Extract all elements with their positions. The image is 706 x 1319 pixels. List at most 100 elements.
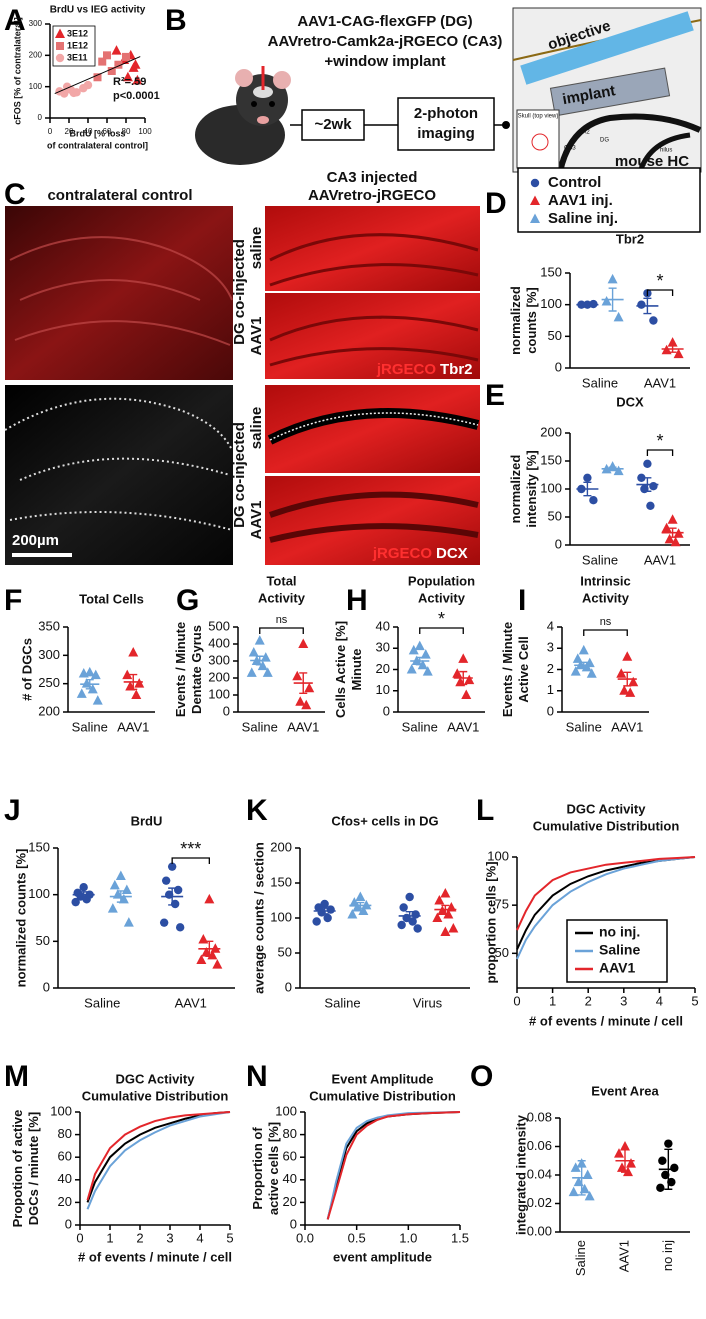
y-tick-label: 100 <box>540 480 562 495</box>
series-line <box>516 856 696 960</box>
point <box>312 917 321 926</box>
error-bar <box>116 890 125 903</box>
y-tick-label: 60 <box>283 1149 297 1164</box>
point <box>292 670 303 681</box>
error-bar <box>85 679 94 690</box>
y-tick-label: 0 <box>555 359 562 374</box>
y-tick-label: 0.08 <box>527 1109 552 1124</box>
point <box>667 337 678 347</box>
chart-title: DCX <box>616 394 644 409</box>
virus-line: AAVretro-Camk2a-jRGECO (CA3) <box>268 33 503 50</box>
y-label: cFOS [% of contralateral] <box>12 17 22 125</box>
point <box>458 653 469 663</box>
point <box>414 640 425 651</box>
error-bar <box>668 345 677 353</box>
point <box>121 884 132 894</box>
axis-label: integrated intensity <box>513 1114 528 1235</box>
point <box>570 1162 581 1172</box>
point <box>56 42 64 50</box>
point <box>98 57 107 66</box>
point <box>586 668 597 678</box>
point <box>623 1166 633 1177</box>
point <box>397 920 406 930</box>
y-tick-label: 150 <box>270 874 292 889</box>
point <box>649 316 658 325</box>
point <box>134 678 145 688</box>
point <box>130 59 141 69</box>
point <box>619 685 630 695</box>
image <box>5 385 233 565</box>
significance-label: ns <box>600 616 612 628</box>
axis-label: DGCs / minute [%] <box>26 1112 41 1225</box>
mouse-eye <box>251 101 257 107</box>
x-tick-label: Saline <box>582 552 618 567</box>
stain-label: DCX <box>436 545 468 562</box>
point <box>295 696 306 706</box>
y-tick-label: 50 <box>278 944 292 959</box>
y-tick-label: 0 <box>285 979 292 994</box>
y-tick-label: 40 <box>58 1171 72 1186</box>
point <box>248 647 259 657</box>
implant-bar <box>549 67 671 117</box>
axis-label: BrdU [% loss <box>69 128 125 138</box>
point <box>578 644 589 655</box>
error-bar <box>583 303 592 306</box>
y-tick-label: 0 <box>65 1216 72 1231</box>
y-tick-label: 20 <box>58 1194 72 1209</box>
y-tick-label: 350 <box>38 618 60 633</box>
chart-title: Population <box>408 573 475 588</box>
point <box>667 514 678 524</box>
point <box>643 459 652 468</box>
point <box>71 897 80 907</box>
y-tick-label: 4 <box>547 618 554 633</box>
x-tick-label: 0.5 <box>348 1230 366 1245</box>
y-tick-label: 3 <box>547 640 554 655</box>
y-tick-label: 75 <box>495 897 509 912</box>
image-texture <box>269 412 479 441</box>
point <box>122 71 133 82</box>
chart-title: BrdU <box>131 813 163 828</box>
connector-dot <box>502 121 510 129</box>
x-tick-label: 1.0 <box>399 1230 417 1245</box>
y-label: Cells Active [%] Minute <box>333 621 364 718</box>
point <box>107 67 116 75</box>
panel-letter: G <box>176 584 199 617</box>
error-bar <box>623 671 632 687</box>
mouse-eye <box>269 101 275 107</box>
chart-title: Event Amplitude <box>331 1071 433 1086</box>
hippocampus <box>557 113 702 173</box>
panel-letter: H <box>346 584 368 617</box>
point <box>115 870 126 880</box>
significance-label: * <box>656 271 663 291</box>
chart-title: Tbr2 <box>616 231 644 246</box>
point <box>440 888 451 898</box>
y-tick-label: 150 <box>28 839 50 854</box>
stain-label: jRGECO <box>376 361 437 378</box>
point <box>352 902 363 912</box>
point <box>661 1170 670 1180</box>
axis-label: normalized counts [%] <box>13 849 28 988</box>
area-label: CA3 <box>564 146 576 152</box>
x-tick-label: 5 <box>691 993 698 1008</box>
image <box>265 476 480 565</box>
x-tick-label: 0.0 <box>296 1230 314 1245</box>
y-label: Events / Minute Active Cell <box>500 622 531 717</box>
axis-label: Dentate Gyrus <box>189 625 204 714</box>
error-bar <box>320 907 329 915</box>
error-bar <box>205 940 214 957</box>
point <box>570 666 581 676</box>
area-label: hilus <box>660 148 672 154</box>
point <box>614 1148 624 1158</box>
wait-box <box>301 109 365 141</box>
x-tick-label: 60 <box>103 127 112 136</box>
y-tick-label: 500 <box>208 618 230 633</box>
x-tick-label: AAV1 <box>287 719 319 734</box>
y-label: normalized counts [%] <box>508 286 539 355</box>
axis-label: intensity [%] <box>524 450 539 527</box>
image-texture <box>269 491 479 543</box>
point <box>670 1163 679 1173</box>
panel-letter: A <box>4 4 26 37</box>
image-texture <box>4 397 233 531</box>
chart-title: Cfos+ cells in DG <box>331 813 438 828</box>
mouse-ear <box>235 69 253 87</box>
